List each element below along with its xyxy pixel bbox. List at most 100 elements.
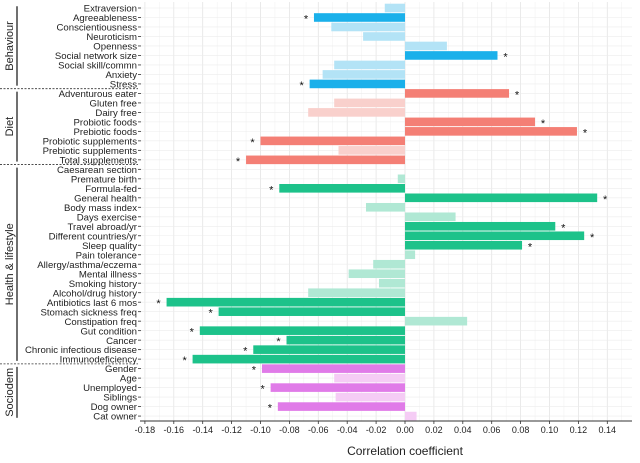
x-tick-label: 0.12	[570, 425, 588, 435]
category-label: Prebiotic foods	[74, 127, 138, 138]
category-label: Mental illness	[79, 269, 137, 280]
category-label: Unemployed	[83, 383, 137, 394]
x-tick-label: -0.10	[250, 425, 271, 435]
bar	[405, 89, 510, 98]
category-label: Different countries/yr	[49, 231, 138, 242]
bar	[405, 250, 416, 260]
bar	[192, 354, 405, 364]
significance-star: *	[304, 13, 309, 25]
bar	[335, 392, 405, 402]
significance-star: *	[269, 184, 274, 196]
category-label: Stress	[110, 80, 137, 91]
bar	[270, 383, 405, 392]
x-tick-label: 0.14	[599, 425, 617, 435]
significance-star: *	[590, 232, 595, 244]
bar	[322, 70, 405, 79]
bar	[405, 127, 577, 136]
bar	[378, 278, 405, 288]
category-label: Gluten free	[90, 99, 137, 110]
bar	[313, 13, 405, 22]
category-label: General health	[74, 193, 137, 204]
category-label: Probiotic supplements	[43, 136, 138, 147]
x-axis: -0.18 -0.16 -0.14 -0.12 -0.10 -0.08 -0.06 -0.04…	[135, 420, 632, 435]
bar	[261, 364, 405, 373]
significance-star: *	[190, 327, 195, 339]
significance-star: *	[583, 127, 588, 139]
category-label: Gut condition	[80, 326, 137, 337]
category-label: Chronic infectious disease	[25, 345, 137, 356]
significance-star: *	[299, 80, 304, 92]
category-label: Sleep quality	[82, 241, 137, 252]
significance-star: *	[528, 241, 533, 253]
group-label: Diet	[4, 117, 16, 137]
category-label: Probiotic foods	[74, 117, 138, 128]
category-label: Antibiotics last 6 mos	[47, 298, 137, 309]
bar	[334, 98, 405, 108]
category-label: Days exercise	[77, 212, 137, 223]
category-labels: ExtraversionAgreeablenessConscientiousne…	[25, 4, 141, 423]
bar	[308, 288, 405, 297]
bar	[405, 212, 456, 222]
x-tick-label: 0.10	[541, 425, 559, 435]
bar	[397, 174, 405, 184]
category-label: Caesarean section	[57, 165, 137, 176]
x-tick-label: 0.08	[512, 425, 530, 435]
x-tick-label: 0.02	[425, 425, 443, 435]
significance-star: *	[182, 355, 187, 367]
category-label: Social skill/commn	[58, 61, 137, 72]
category-label: Dairy free	[95, 108, 137, 119]
category-label: Allergy/asthma/eczema	[37, 260, 137, 271]
category-label: Adventurous eater	[59, 89, 138, 100]
significance-star: *	[276, 336, 281, 348]
category-label: Prebiotic supplements	[43, 146, 138, 157]
significance-star: *	[503, 51, 508, 63]
category-label: Immunodeficiency	[60, 355, 138, 366]
bar	[199, 326, 405, 335]
significance-star: *	[156, 298, 161, 310]
bar	[384, 3, 405, 13]
bar	[218, 307, 405, 316]
bar	[338, 146, 405, 155]
category-label: Cancer	[106, 336, 138, 347]
bar	[365, 202, 405, 212]
x-axis-title: Correlation coefficient	[347, 444, 464, 458]
x-tick-label: -0.18	[135, 425, 156, 435]
x-tick-label: -0.08	[279, 425, 300, 435]
category-label: Social network size	[55, 51, 137, 62]
bar	[260, 136, 405, 146]
significance-star: *	[236, 156, 241, 168]
category-label: Agreeableness	[73, 13, 137, 24]
bar	[405, 316, 468, 326]
significance-star: *	[252, 365, 257, 377]
category-label: Travel abroad/yr	[68, 222, 138, 233]
bar	[286, 335, 405, 345]
bar	[405, 240, 523, 250]
x-tick-label: -0.02	[366, 425, 387, 435]
category-label: Stomach sickness freq	[40, 307, 137, 318]
significance-star: *	[541, 118, 546, 130]
category-label: Premature birth	[71, 174, 137, 185]
group-label: Sociodem	[4, 368, 16, 417]
bar	[405, 193, 598, 203]
category-label: Siblings	[103, 393, 137, 404]
category-label: Cat owner	[93, 412, 138, 423]
bar	[405, 41, 447, 51]
category-label: Smoking history	[69, 279, 137, 290]
x-tick-label: -0.16	[164, 425, 185, 435]
category-label: Extraversion	[84, 4, 137, 15]
group-label: Behaviour	[4, 21, 16, 71]
bars: **********************	[156, 3, 608, 421]
category-label: Neuroticism	[86, 32, 137, 43]
category-label: Dog owner	[91, 402, 138, 413]
bar	[246, 155, 405, 165]
category-label: Openness	[93, 42, 137, 53]
category-label: Conscientiousness	[56, 23, 137, 34]
x-tick-label: 0.00	[396, 425, 414, 435]
bar	[253, 345, 405, 354]
bar	[348, 269, 405, 279]
bar	[277, 402, 405, 411]
bar	[166, 297, 405, 307]
category-label: Total supplements	[60, 155, 138, 166]
significance-star: *	[561, 222, 566, 234]
